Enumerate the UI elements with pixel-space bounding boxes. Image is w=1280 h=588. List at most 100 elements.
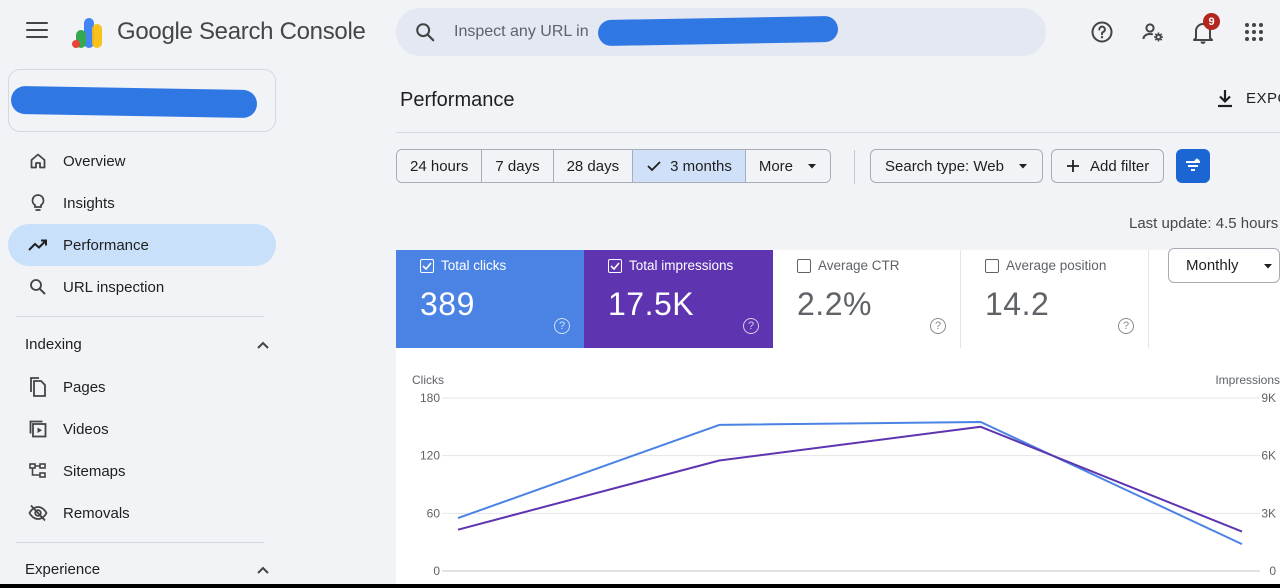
add-filter-button[interactable]: Add filter xyxy=(1051,149,1165,183)
metric-value: 389 xyxy=(420,286,475,322)
sitemap-icon xyxy=(28,461,48,481)
indexing-section-header[interactable]: Indexing xyxy=(25,336,270,353)
search-type-label: Search type: Web xyxy=(885,157,1004,175)
help-icon[interactable]: ? xyxy=(1118,318,1134,334)
redaction-mark xyxy=(10,85,258,119)
series-line-impressions[interactable] xyxy=(457,425,1243,533)
download-icon xyxy=(1218,90,1232,108)
metric-card-impressions[interactable]: Total impressions 17.5K ? xyxy=(584,250,773,348)
app-title: Google Search Console xyxy=(117,18,366,45)
sidebar-item-label: Videos xyxy=(63,420,109,438)
caret-down-icon xyxy=(808,164,817,169)
granularity-dropdown[interactable]: Monthly xyxy=(1168,248,1280,283)
sidebar-item-url-inspection[interactable]: URL inspection xyxy=(8,266,276,308)
metric-card-position[interactable]: Average position 14.2 ? xyxy=(961,250,1149,348)
notifications-bell-icon[interactable]: 9 xyxy=(1189,13,1220,46)
sidebar-item-label: Insights xyxy=(63,194,115,212)
sidebar-item-performance[interactable]: Performance xyxy=(8,224,276,266)
sidebar-item-videos[interactable]: Videos xyxy=(8,408,276,450)
sidebar-item-label: Performance xyxy=(63,236,149,254)
metric-card-ctr[interactable]: Average CTR 2.2% ? xyxy=(773,250,961,348)
check-icon xyxy=(647,161,661,172)
home-icon xyxy=(28,151,48,171)
page-title: Performance xyxy=(400,89,515,111)
range-label: 7 days xyxy=(495,157,540,175)
chevron-up-icon xyxy=(257,566,269,574)
metric-value: 2.2% xyxy=(797,286,872,322)
metric-value: 14.2 xyxy=(985,286,1050,322)
sidebar-item-insights[interactable]: Insights xyxy=(8,182,276,224)
caret-down-icon xyxy=(1263,263,1272,268)
title-divider xyxy=(396,132,1280,133)
range-7-days[interactable]: 7 days xyxy=(482,150,554,182)
export-button[interactable]: EXPORT xyxy=(1216,88,1280,108)
sidebar-divider xyxy=(16,316,264,317)
metric-label: Total clicks xyxy=(441,258,507,273)
redaction-mark xyxy=(597,15,839,47)
lightbulb-icon xyxy=(28,193,48,213)
range-28-days[interactable]: 28 days xyxy=(553,150,634,182)
section-title: Indexing xyxy=(25,336,82,353)
range-label: 3 months xyxy=(670,157,732,175)
screen-bottom-edge xyxy=(0,584,1280,588)
performance-line-chart: Clicks Impressions 180 9K 120 6K 60 3K 0 0 xyxy=(412,373,1280,578)
pages-icon xyxy=(28,377,48,397)
left-tick-label: 180 xyxy=(420,391,440,405)
experience-section-header[interactable]: Experience xyxy=(25,561,270,578)
metric-label: Average position xyxy=(1006,258,1107,273)
right-tick-label: 6K xyxy=(1261,449,1276,463)
filter-list-icon xyxy=(1186,158,1200,171)
date-range-selector: 24 hours 7 days 28 days 3 months More xyxy=(396,149,832,183)
trending-up-icon xyxy=(28,235,48,255)
search-console-logo xyxy=(72,18,102,48)
search-icon xyxy=(416,23,435,42)
help-icon[interactable]: ? xyxy=(930,318,946,334)
range-3-months[interactable]: 3 months xyxy=(633,150,746,182)
left-tick-label: 120 xyxy=(420,449,440,463)
filter-settings-button[interactable] xyxy=(1176,149,1210,183)
sidebar-item-label: Removals xyxy=(63,504,130,522)
help-icon[interactable]: ? xyxy=(554,318,570,334)
sidebar-item-label: Pages xyxy=(63,378,106,396)
user-settings-icon[interactable] xyxy=(1139,18,1167,46)
top-bar: Google Search Console 9 xyxy=(0,0,1280,64)
help-icon[interactable]: ? xyxy=(743,318,759,334)
left-tick-label: 0 xyxy=(433,564,440,578)
sidebar-item-sitemaps[interactable]: Sitemaps xyxy=(8,450,276,492)
section-title: Experience xyxy=(25,561,101,578)
checkbox-unchecked-icon[interactable] xyxy=(797,258,811,273)
range-24-hours[interactable]: 24 hours xyxy=(397,150,483,182)
sidebar-item-pages[interactable]: Pages xyxy=(8,366,276,408)
metric-label: Total impressions xyxy=(629,258,734,273)
metric-value: 17.5K xyxy=(608,286,695,322)
export-label: EXPORT xyxy=(1246,89,1280,107)
apps-grid-icon[interactable] xyxy=(1240,18,1268,46)
checkbox-checked-icon[interactable] xyxy=(608,258,622,273)
sidebar-item-label: URL inspection xyxy=(63,278,165,296)
series-line-clicks[interactable] xyxy=(457,421,1243,546)
right-tick-label: 9K xyxy=(1261,391,1276,405)
search-type-dropdown[interactable]: Search type: Web xyxy=(870,149,1043,183)
last-update-text: Last update: 4.5 hours ago xyxy=(1129,215,1280,232)
chart-panel xyxy=(396,348,1280,588)
checkbox-checked-icon[interactable] xyxy=(420,258,434,273)
range-more-dropdown[interactable]: More xyxy=(745,150,831,182)
visibility-off-icon xyxy=(28,503,48,523)
checkbox-unchecked-icon[interactable] xyxy=(985,258,999,273)
sidebar-item-removals[interactable]: Removals xyxy=(8,492,276,534)
help-icon[interactable] xyxy=(1088,18,1116,46)
range-label: 28 days xyxy=(566,157,620,175)
sidebar-item-overview[interactable]: Overview xyxy=(8,140,276,182)
metric-card-clicks[interactable]: Total clicks 389 ? xyxy=(396,250,584,348)
metric-label: Average CTR xyxy=(818,258,900,273)
left-tick-label: 60 xyxy=(427,506,441,520)
plus-icon xyxy=(1067,160,1079,172)
right-tick-label: 0 xyxy=(1269,564,1276,578)
caret-down-icon xyxy=(1018,164,1027,169)
left-axis-label: Clicks xyxy=(412,373,444,387)
video-icon xyxy=(28,419,48,439)
granularity-label: Monthly xyxy=(1186,257,1239,274)
notification-badge: 9 xyxy=(1203,13,1220,30)
menu-icon[interactable] xyxy=(26,22,48,40)
sidebar-item-label: Sitemaps xyxy=(63,462,126,480)
